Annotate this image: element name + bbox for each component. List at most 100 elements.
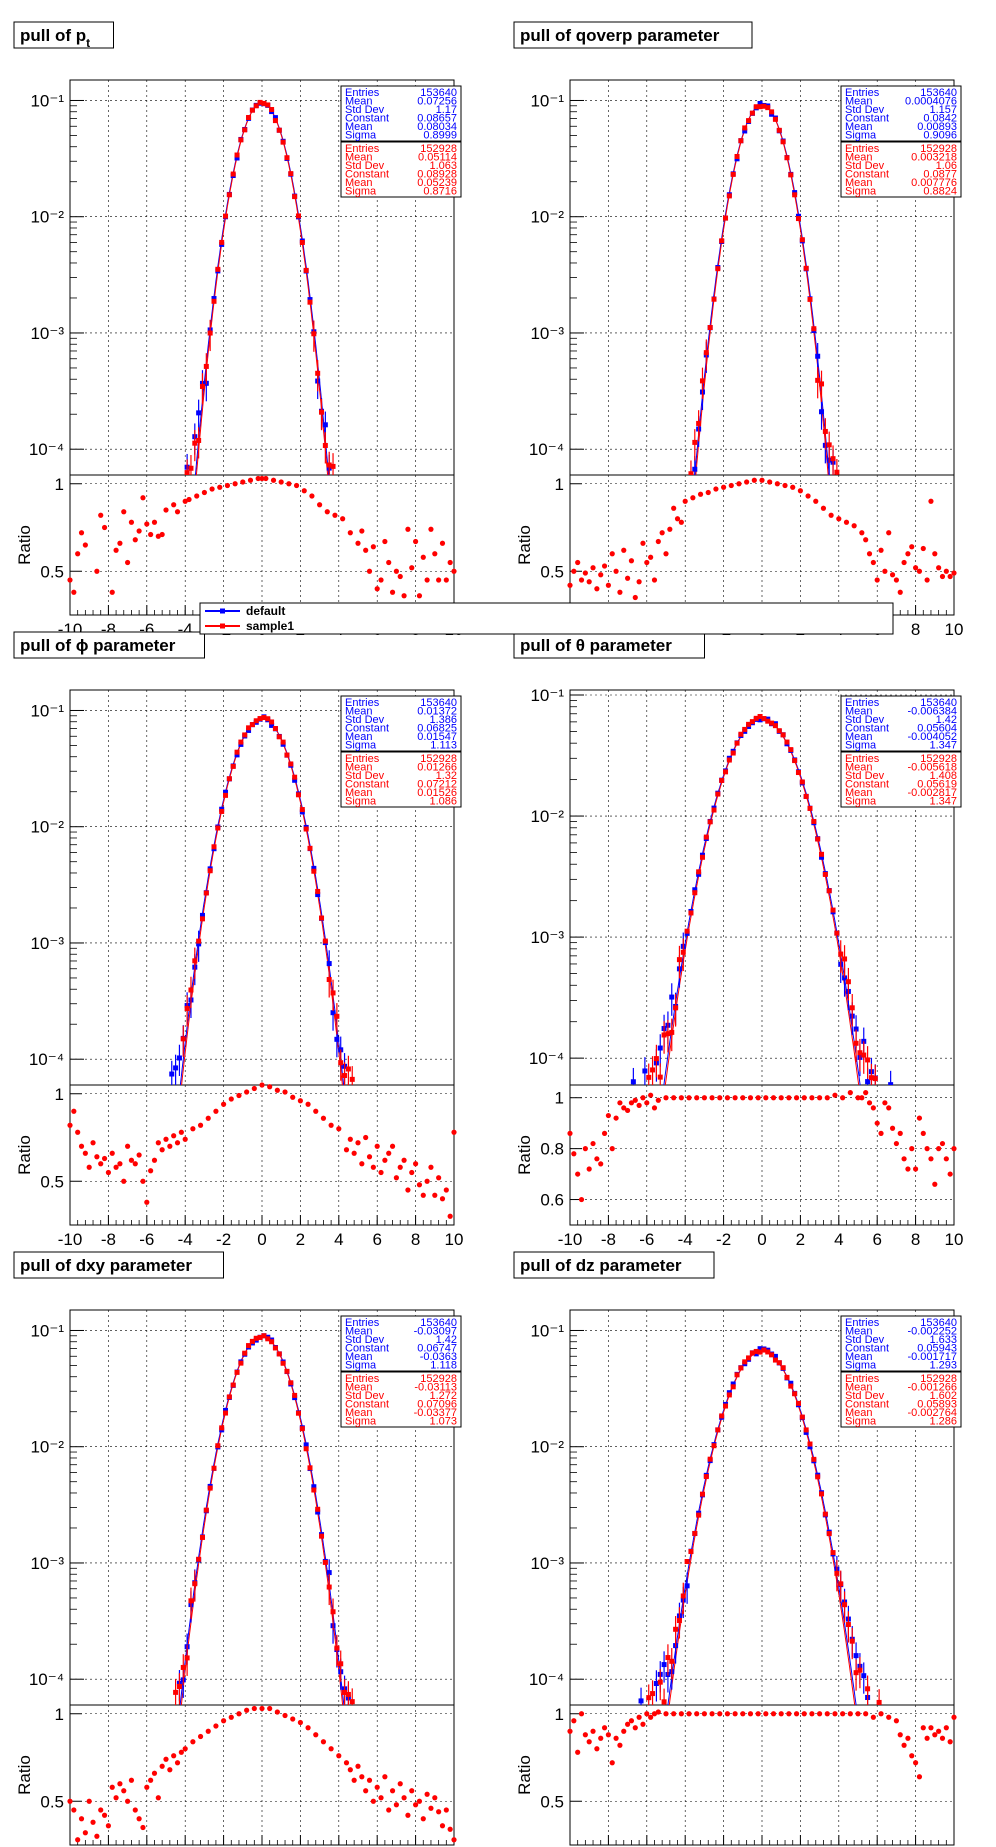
y-tick-label: 10⁻¹ — [530, 686, 564, 705]
title-subscript: t — [86, 36, 90, 50]
ratio-point — [609, 1760, 615, 1766]
data-point — [630, 1079, 636, 1085]
stat-name: Sigma — [345, 186, 377, 198]
data-point — [215, 1443, 221, 1449]
ratio-point — [886, 1714, 892, 1720]
stat-value: 0.07256 — [417, 96, 457, 108]
data-point — [330, 463, 336, 469]
stat-name: Std Dev — [845, 770, 885, 782]
chart-panel-0: pull of pt-10-8-6-4-2024681010⁻⁴10⁻³10⁻²… — [13, 21, 463, 639]
ratio-point — [351, 1777, 357, 1783]
ratio-y-tick-label: 0.5 — [540, 1792, 564, 1811]
stat-name: Std Dev — [345, 714, 385, 726]
data-point — [853, 1653, 859, 1659]
ratio-point — [928, 1725, 934, 1731]
ratio-point — [401, 1795, 407, 1801]
ratio-point — [601, 1130, 608, 1136]
ratio-point — [420, 1192, 426, 1198]
ratio-point — [282, 1089, 288, 1095]
ratio-point — [936, 1728, 942, 1734]
ratio-point — [151, 519, 158, 525]
ratio-point — [590, 565, 596, 571]
data-point — [868, 1075, 874, 1081]
ratio-point — [255, 475, 261, 482]
ratio-point — [213, 1723, 219, 1729]
data-point — [234, 749, 240, 755]
ratio-point — [409, 1788, 415, 1794]
ratio-point — [320, 1115, 327, 1121]
stat-value: -0.002252 — [907, 1326, 957, 1338]
data-point — [299, 240, 305, 246]
stat-value: 1.408 — [929, 770, 957, 782]
data-point — [246, 114, 252, 120]
data-point — [257, 716, 263, 722]
ratio-point — [613, 1115, 619, 1121]
data-point — [311, 865, 317, 871]
ratio-y-tick-label: 0.6 — [540, 1191, 564, 1210]
data-area — [184, 99, 336, 475]
ratio-point — [67, 1122, 73, 1128]
data-point — [699, 378, 705, 384]
stat-name: Mean — [845, 1407, 873, 1419]
ratio-point — [370, 544, 376, 550]
data-point — [807, 1444, 813, 1450]
stat-name: Std Dev — [345, 160, 385, 172]
data-point — [330, 1609, 336, 1615]
ratio-point — [401, 593, 407, 599]
data-point — [322, 422, 328, 428]
ratio-point — [347, 1136, 353, 1142]
ratio-point — [140, 495, 146, 501]
ratio-point — [909, 544, 915, 550]
data-point — [730, 1384, 736, 1390]
ratio-point — [171, 1753, 177, 1759]
data-point — [223, 789, 229, 795]
data-point — [726, 193, 732, 199]
ratio-point — [451, 568, 457, 574]
ratio-point — [755, 1711, 761, 1717]
data-point — [830, 456, 836, 462]
stat-name: Mean — [345, 177, 373, 189]
data-point — [669, 1658, 675, 1664]
stat-name: Std Dev — [845, 1334, 885, 1346]
ratio-point — [98, 1807, 104, 1813]
ratio-point — [174, 1760, 181, 1766]
data-point — [699, 854, 705, 860]
stat-value: 0.9096 — [923, 130, 957, 142]
ratio-point — [671, 505, 677, 511]
ratio-point — [571, 1151, 577, 1157]
stats-frame — [340, 141, 462, 198]
stat-value: 153640 — [420, 87, 457, 99]
ratio-point — [886, 1105, 892, 1111]
ratio-point — [920, 1130, 926, 1136]
ratio-point — [78, 1816, 85, 1822]
data-point — [684, 1559, 690, 1565]
x-tick-label: 8 — [411, 1230, 420, 1249]
ratio-y-tick-label: 1 — [555, 1089, 564, 1108]
ratio-point — [793, 1711, 800, 1717]
ratio-point — [413, 538, 419, 545]
data-point — [234, 1369, 240, 1375]
ratio-point — [824, 1095, 830, 1101]
data-point — [765, 1349, 771, 1355]
data-point — [772, 1353, 778, 1359]
legend-label-default: default — [246, 604, 285, 618]
chart-panel-1: pull of qoverp parameter-10-8-6-4-202468… — [513, 21, 963, 639]
data-point — [692, 887, 698, 893]
ratio-point — [370, 1164, 376, 1170]
data-point — [338, 1661, 344, 1667]
data-point — [276, 127, 282, 133]
ratio-point — [178, 1129, 184, 1135]
ratio-point — [817, 1095, 823, 1101]
data-point — [661, 1699, 667, 1705]
ratio-point — [386, 1150, 392, 1156]
stat-value: -0.001266 — [907, 1382, 957, 1394]
plot-title: pull of dxy parameter — [13, 1251, 224, 1279]
ratio-point — [416, 1182, 423, 1188]
ratio-point — [936, 1146, 942, 1152]
ratio-point — [951, 570, 957, 576]
ratio-y-tick-label: 1 — [55, 1085, 64, 1104]
ratio-point — [943, 568, 949, 574]
ratio-point — [778, 1711, 784, 1717]
stat-name: Std Dev — [845, 160, 885, 172]
data-point — [692, 466, 698, 472]
